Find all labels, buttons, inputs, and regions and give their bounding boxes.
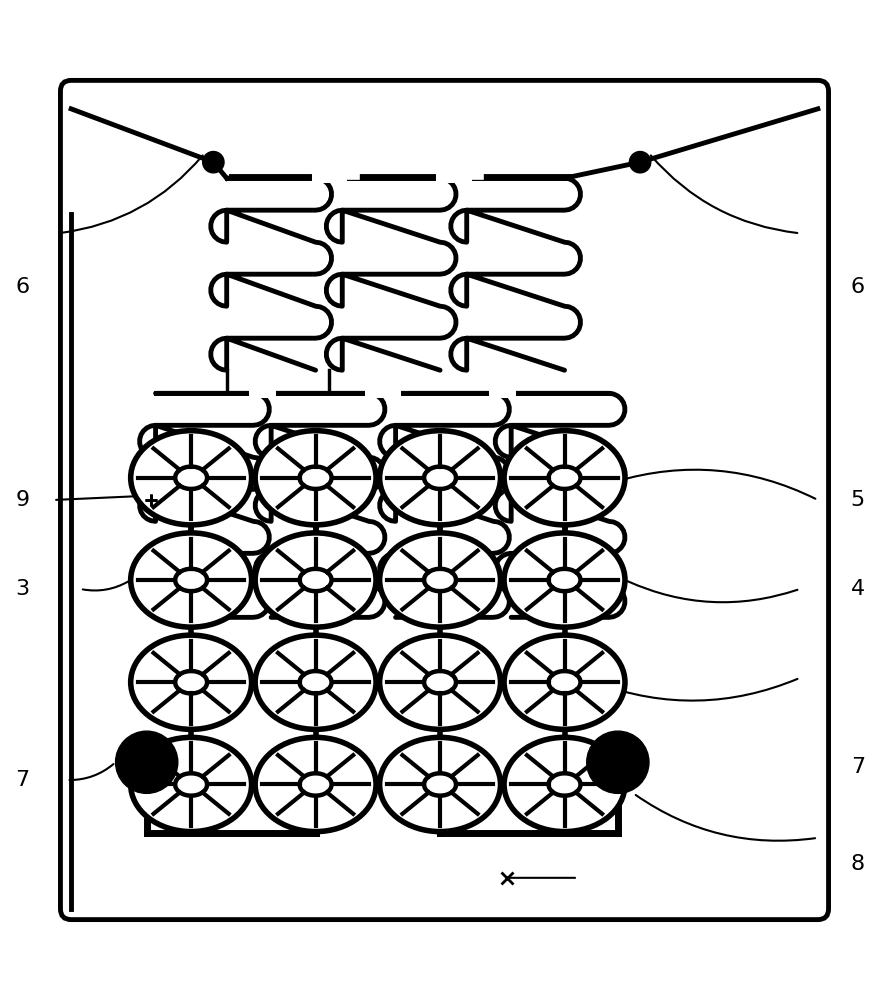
Ellipse shape (504, 737, 625, 832)
Ellipse shape (300, 569, 332, 591)
Ellipse shape (175, 671, 207, 693)
Ellipse shape (175, 773, 207, 796)
Ellipse shape (380, 737, 501, 832)
Ellipse shape (255, 737, 376, 832)
Circle shape (203, 152, 224, 173)
Ellipse shape (424, 467, 456, 489)
Text: 4: 4 (851, 579, 865, 599)
Ellipse shape (424, 569, 456, 591)
Ellipse shape (131, 737, 252, 832)
Text: 5: 5 (851, 490, 865, 510)
Ellipse shape (380, 533, 501, 627)
Ellipse shape (255, 635, 376, 729)
Ellipse shape (255, 533, 376, 627)
Ellipse shape (300, 773, 332, 796)
Ellipse shape (424, 671, 456, 693)
FancyBboxPatch shape (60, 80, 829, 920)
Ellipse shape (131, 431, 252, 525)
Ellipse shape (424, 773, 456, 796)
Ellipse shape (300, 467, 332, 489)
Ellipse shape (380, 635, 501, 729)
Circle shape (629, 152, 651, 173)
Text: 7: 7 (851, 757, 865, 777)
Text: 7: 7 (15, 770, 29, 790)
Text: 6: 6 (15, 277, 29, 297)
Text: 8: 8 (851, 854, 865, 874)
Ellipse shape (549, 467, 581, 489)
Circle shape (116, 731, 178, 793)
Circle shape (587, 731, 649, 793)
Ellipse shape (504, 635, 625, 729)
Ellipse shape (255, 431, 376, 525)
Ellipse shape (549, 773, 581, 796)
Ellipse shape (300, 671, 332, 693)
Ellipse shape (380, 431, 501, 525)
Ellipse shape (504, 533, 625, 627)
Text: 6: 6 (851, 277, 865, 297)
Ellipse shape (131, 533, 252, 627)
Text: 9: 9 (15, 490, 29, 510)
Ellipse shape (549, 671, 581, 693)
Text: 3: 3 (15, 579, 29, 599)
Ellipse shape (549, 569, 581, 591)
Ellipse shape (175, 569, 207, 591)
Ellipse shape (504, 431, 625, 525)
Ellipse shape (131, 635, 252, 729)
Ellipse shape (175, 467, 207, 489)
